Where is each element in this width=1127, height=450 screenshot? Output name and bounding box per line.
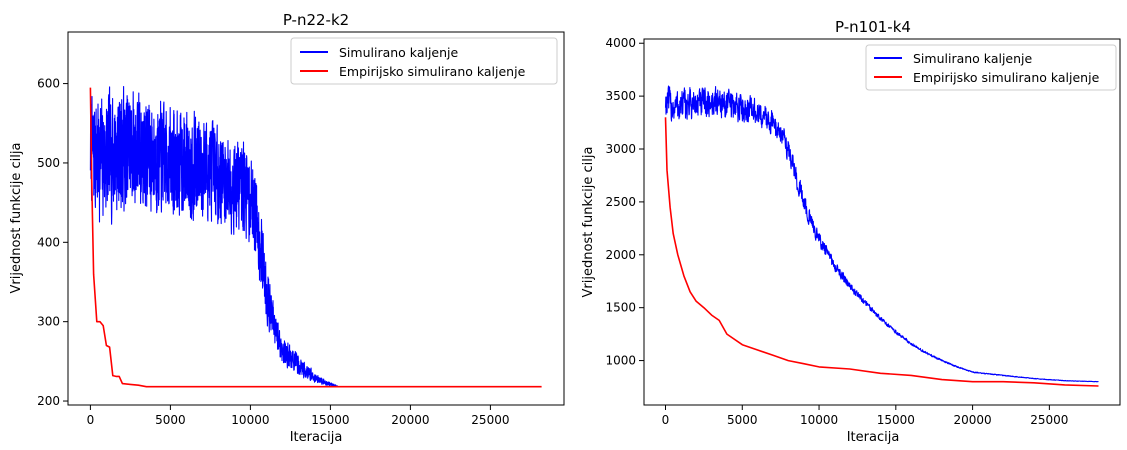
chart-p-n22-k2: P-n22-k2 0 5000 10000 15000 20000 25000 200 30… <box>9 11 565 445</box>
series-line-1 <box>664 85 1099 383</box>
y-axis-label: Vrijednost funkcije cilja <box>581 147 596 298</box>
series-line-1 <box>89 85 339 388</box>
x-tick-label: 5000 <box>155 413 186 427</box>
series-layer <box>664 85 1099 387</box>
series-layer <box>89 85 542 388</box>
y-axis-ticks: 1000 1500 2000 2500 3000 3500 4000 <box>605 36 644 368</box>
x-tick-label: 20000 <box>391 413 429 427</box>
x-tick-label: 25000 <box>1030 413 1068 427</box>
legend: Simulirano kaljenje Empirijsko simuliran… <box>290 37 558 85</box>
x-tick-label: 10000 <box>800 413 838 427</box>
y-tick-label: 2000 <box>605 248 636 262</box>
chart-title: P-n101-k4 <box>835 18 911 36</box>
plot-area: 0 5000 10000 15000 20000 25000 1000 1500 2000 25… <box>605 36 1121 427</box>
x-tick-label: 15000 <box>311 413 349 427</box>
x-tick-label: 0 <box>87 413 95 427</box>
x-axis-ticks: 0 5000 10000 15000 20000 25000 <box>662 405 1068 427</box>
y-tick-label: 500 <box>37 156 60 170</box>
x-axis-ticks: 0 5000 10000 15000 20000 25000 <box>87 405 509 427</box>
y-tick-label: 3500 <box>605 89 636 103</box>
y-tick-label: 4000 <box>605 36 636 50</box>
y-tick-label: 2500 <box>605 195 636 209</box>
x-tick-label: 25000 <box>471 413 509 427</box>
plot-frame <box>67 31 565 406</box>
y-tick-label: 200 <box>37 394 60 408</box>
x-axis-label: Iteracija <box>847 430 900 445</box>
legend-box <box>865 44 1117 91</box>
x-tick-label: 20000 <box>953 413 991 427</box>
y-tick-label: 600 <box>37 77 60 91</box>
legend-label-series-2: Empirijsko simulirano kaljenje <box>913 70 1100 85</box>
legend: Simulirano kaljenje Empirijsko simuliran… <box>865 44 1117 91</box>
series-line-2 <box>89 87 542 388</box>
plot-area: 0 5000 10000 15000 20000 25000 200 300 400 500 60… <box>37 31 565 427</box>
x-tick-label: 15000 <box>877 413 915 427</box>
x-tick-label: 5000 <box>727 413 758 427</box>
legend-label-series-2: Empirijsko simulirano kaljenje <box>339 64 526 79</box>
chart-title: P-n22-k2 <box>283 11 349 29</box>
x-axis-label: Iteracija <box>290 430 343 445</box>
y-tick-label: 3000 <box>605 142 636 156</box>
series-line-2 <box>664 117 1099 387</box>
y-tick-label: 1500 <box>605 301 636 315</box>
legend-label-series-1: Simulirano kaljenje <box>913 51 1033 66</box>
y-tick-label: 300 <box>37 315 60 329</box>
legend-box <box>290 37 558 85</box>
y-axis-ticks: 200 300 400 500 600 <box>37 77 68 408</box>
y-tick-label: 1000 <box>605 354 636 368</box>
legend-label-series-1: Simulirano kaljenje <box>339 45 459 60</box>
x-tick-label: 0 <box>662 413 670 427</box>
y-axis-label: Vrijednost funkcije cilja <box>9 143 24 294</box>
x-tick-label: 10000 <box>231 413 269 427</box>
chart-p-n101-k4: P-n101-k4 0 5000 10000 15000 20000 25000 1000… <box>581 18 1121 445</box>
y-tick-label: 400 <box>37 235 60 249</box>
